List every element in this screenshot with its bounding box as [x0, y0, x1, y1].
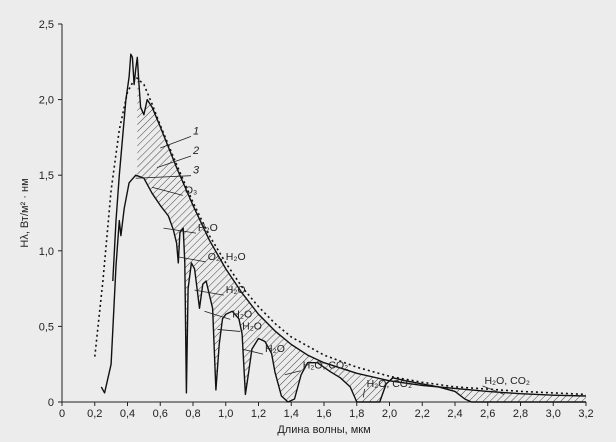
y-tick-label: 1,5 — [39, 170, 54, 182]
annotation-label-h2oco2-1: H₂O, CO₂ — [303, 360, 349, 372]
x-tick-label: 3,0 — [546, 408, 561, 420]
annotation-label-n2: 2 — [192, 145, 199, 157]
annotation-label-h2o-2: H₂O — [226, 284, 246, 296]
y-tick-label: 2,5 — [39, 19, 54, 31]
axes: 0 0,2 0,4 0,6 0,8 1,0 1,2 1,4 1,6 1,8 2,0 2,2 2,4 2,6… — [39, 19, 594, 420]
annotation-label-o2h2o: O₂, H₂O — [208, 251, 246, 263]
annotation-leader — [482, 385, 505, 395]
annotation-leader — [217, 329, 241, 332]
annotation-leader — [160, 136, 192, 149]
x-tick-label: 0,4 — [120, 408, 135, 420]
x-tick-label: 0 — [59, 408, 65, 420]
y-tick-label: 0 — [48, 397, 54, 409]
annotation-label-h2o-3: H₂O — [232, 308, 252, 320]
y-tick-label: 2,0 — [39, 95, 54, 107]
annotation-leader — [135, 175, 192, 179]
annotation-leader — [204, 310, 231, 320]
series-line-1 — [112, 53, 587, 397]
annotation-label-o3: O₃ — [185, 184, 197, 196]
x-tick-label: 1,6 — [316, 408, 331, 420]
absorption-hatched-area — [137, 57, 587, 403]
annotation-label-h2o-4: H₂O — [242, 320, 262, 332]
y-tick-label: 1,0 — [39, 246, 54, 258]
series-line-3 — [100, 174, 586, 403]
x-tick-label: 0,6 — [153, 408, 168, 420]
x-tick-label: 1,8 — [349, 408, 364, 420]
annotation-label-n3: 3 — [193, 165, 200, 177]
annotation-label-h2oco2-2: H₂O, CO₂ — [367, 378, 413, 390]
annotation-leader — [156, 155, 192, 169]
annotation-leader — [284, 370, 301, 376]
x-tick-label: 1,0 — [218, 408, 233, 420]
annotation-label-h2o-1: H₂O — [198, 222, 218, 234]
x-tick-label: 2,4 — [447, 408, 462, 420]
series-layer — [94, 53, 587, 403]
y-axis-title: Hλ, Вт/м² · нм — [19, 178, 31, 247]
annotation-label-n1: 1 — [193, 125, 199, 137]
annotation-label-h2o-5: H₂O — [265, 343, 285, 355]
annotation-leader — [194, 289, 224, 296]
x-tick-label: 2,6 — [480, 408, 495, 420]
x-tick-label: 0,8 — [185, 408, 200, 420]
x-tick-label: 2,0 — [382, 408, 397, 420]
y-tick-label: 0,5 — [39, 321, 54, 333]
x-tick-label: 1,4 — [284, 408, 299, 420]
series-line-2 — [94, 76, 587, 396]
x-tick-label: 1,2 — [251, 408, 266, 420]
x-tick-label: 0,2 — [87, 408, 102, 420]
x-axis-title: Длина волны, мкм — [277, 424, 370, 436]
annotation-leader — [362, 388, 365, 398]
x-tick-label: 3,2 — [578, 408, 593, 420]
x-tick-label: 2,8 — [513, 408, 528, 420]
x-tick-label: 2,2 — [415, 408, 430, 420]
annotation-label-h2oco2-3: H₂O, CO₂ — [484, 375, 529, 387]
annotation-leader — [151, 186, 183, 196]
annotation-leader — [178, 256, 206, 263]
annotation-leader — [242, 348, 264, 355]
annotation-leader — [163, 227, 196, 234]
